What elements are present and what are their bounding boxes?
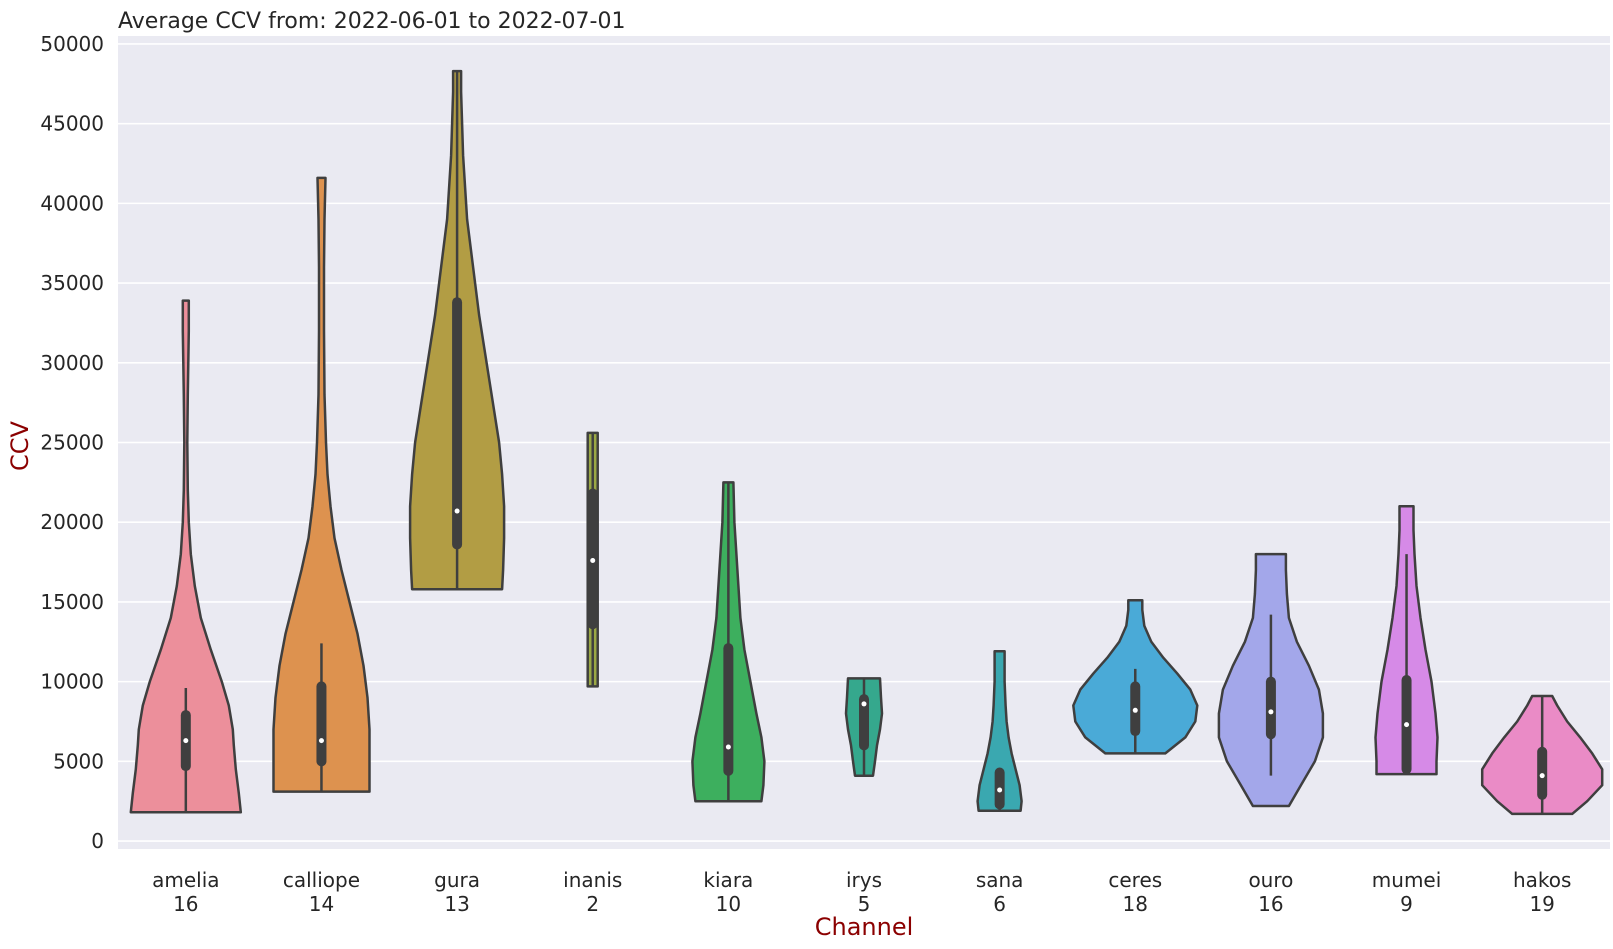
violin-median-dot — [1132, 707, 1138, 713]
y-tick-labels: 0 5000 10000 15000 20000 25000 30000 35000 40000… — [40, 32, 104, 853]
y-tick-label: 20000 — [40, 510, 104, 534]
x-tick-label: amelia — [152, 868, 219, 892]
x-tick-labels: amelia16calliope14gura13inanis2kiara10ir… — [152, 868, 1571, 916]
violin-gura — [408, 69, 506, 591]
x-tick-label: irys — [846, 868, 882, 892]
x-tick-count: 6 — [993, 892, 1006, 916]
x-tick-label: mumei — [1372, 868, 1442, 892]
x-tick-count: 2 — [586, 892, 599, 916]
violin-median-dot — [861, 701, 867, 707]
violin-calliope — [272, 176, 371, 793]
x-tick-label: gura — [434, 868, 480, 892]
violin-median-dot — [318, 738, 324, 744]
y-tick-label: 40000 — [40, 191, 104, 215]
x-tick-label: ouro — [1248, 868, 1293, 892]
x-tick-count: 16 — [1258, 892, 1283, 916]
violin-mumei — [1374, 505, 1439, 776]
x-tick-count: 19 — [1529, 892, 1554, 916]
x-tick-count: 13 — [444, 892, 469, 916]
y-tick-label: 30000 — [40, 351, 104, 375]
x-tick-count: 5 — [858, 892, 871, 916]
y-tick-label: 25000 — [40, 431, 104, 455]
violin-body — [272, 176, 371, 793]
violin-kiara — [691, 481, 766, 803]
y-tick-label: 35000 — [40, 271, 104, 295]
violins — [129, 69, 1604, 816]
chart-title: Average CCV from: 2022-06-01 to 2022-07-… — [118, 9, 625, 34]
x-tick-label: calliope — [283, 868, 360, 892]
x-tick-label: ceres — [1108, 868, 1162, 892]
x-tick-label: sana — [976, 868, 1024, 892]
x-tick-count: 18 — [1123, 892, 1148, 916]
x-tick-label: kiara — [703, 868, 753, 892]
x-tick-label: inanis — [563, 868, 622, 892]
violin-median-dot — [454, 508, 460, 514]
violin-amelia — [129, 299, 243, 814]
violin-sana — [976, 650, 1023, 812]
x-tick-count: 9 — [1400, 892, 1413, 916]
y-tick-label: 50000 — [40, 32, 104, 56]
x-tick-label: hakos — [1513, 868, 1571, 892]
violin-ceres — [1072, 599, 1199, 755]
violin-inanis — [586, 431, 599, 688]
y-tick-label: 15000 — [40, 590, 104, 614]
violin-body — [976, 650, 1023, 812]
violin-median-dot — [1404, 722, 1410, 728]
y-tick-label: 45000 — [40, 112, 104, 136]
violin-median-dot — [725, 744, 731, 750]
x-tick-count: 14 — [309, 892, 334, 916]
violin-hakos — [1480, 694, 1604, 816]
y-tick-label: 10000 — [40, 670, 104, 694]
y-tick-label: 5000 — [53, 749, 104, 773]
violin-irys — [844, 677, 884, 777]
violin-median-dot — [183, 738, 189, 744]
violin-ouro — [1217, 552, 1325, 808]
violin-median-dot — [1539, 773, 1545, 779]
violin-median-dot — [997, 787, 1003, 793]
violin-median-dot — [590, 557, 596, 563]
x-axis-label: Channel — [815, 913, 914, 941]
y-tick-label: 0 — [91, 829, 104, 853]
violin-body — [129, 299, 243, 814]
x-tick-count: 10 — [716, 892, 741, 916]
violin-median-dot — [1268, 709, 1274, 715]
x-tick-count: 16 — [173, 892, 198, 916]
y-axis-label: CCV — [6, 420, 34, 471]
